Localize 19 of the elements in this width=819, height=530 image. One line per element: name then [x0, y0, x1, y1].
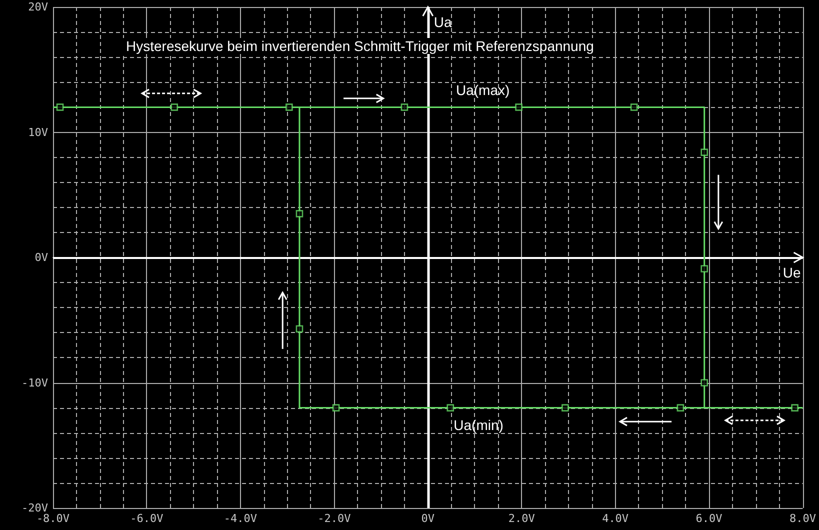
x-tick-label: -2.0V: [318, 512, 352, 525]
y-tick-label: 0V: [34, 251, 48, 264]
y-tick-label: 20V: [28, 0, 48, 14]
text: Hysteresekurve beim invertierenden Schmitt-Trigger mit Referenzspannung: [126, 38, 594, 54]
x-tick-label: 4.0V: [602, 512, 629, 525]
x-tick-label: 6.0V: [696, 512, 723, 525]
annotation: Ua(max): [456, 82, 510, 98]
ref-line-label: Ua: [434, 14, 452, 30]
annotation: Ua(min): [454, 416, 504, 433]
x-tick-label: -8.0V: [36, 512, 70, 525]
x-tick-label: 8.0V: [790, 512, 816, 525]
y-tick-label: 10V: [28, 126, 48, 139]
x-tick-label: -6.0V: [130, 512, 164, 525]
x-tick-label: 2.0V: [508, 512, 536, 525]
x-tick-label: 0V: [421, 512, 435, 525]
x-tick-label: -4.0V: [224, 512, 258, 525]
legend-label: Ue: [782, 264, 801, 280]
y-tick-label: -10V: [22, 376, 48, 390]
y-tick-label: -20V: [22, 502, 48, 514]
